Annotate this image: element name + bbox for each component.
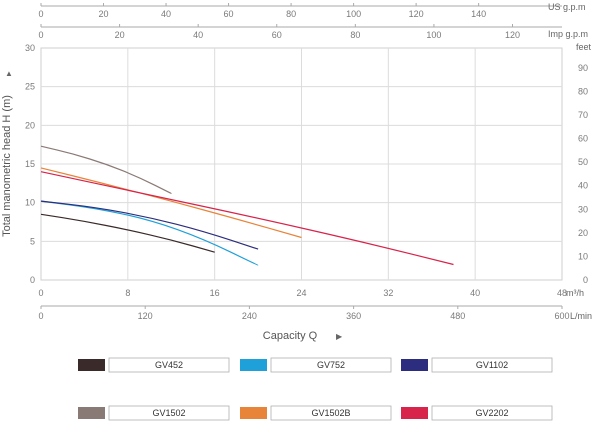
feet-unit-label: feet	[576, 42, 592, 52]
feet-tick-label: 20	[578, 228, 588, 238]
us-gpm-tick-label: 40	[161, 9, 171, 19]
feet-tick-label: 40	[578, 181, 588, 191]
legend-label-gv752: GV752	[317, 360, 345, 370]
right-axis: 0 10 20 30 40 50 60 70 80 90 feet	[576, 42, 592, 285]
legend-box-gv1502b	[270, 405, 392, 421]
y-tick-label: 30	[25, 43, 35, 53]
series-line-gv1102	[40, 200, 259, 250]
series-layer	[40, 145, 454, 266]
legend-box-gv452	[108, 357, 230, 373]
lmin-tick-label: 0	[38, 311, 43, 321]
legend-label-gv1502b: GV1502B	[311, 408, 350, 418]
x-tick-label: 0	[38, 288, 43, 298]
legend-label-gv1502: GV1502	[152, 408, 185, 418]
x-tick-label: 48	[557, 288, 567, 298]
lmin-tick-label: 600	[554, 311, 569, 321]
legend-box-gv1502	[108, 405, 230, 421]
imp-gpm-tick-label: 100	[426, 30, 441, 40]
feet-tick-label: 70	[578, 110, 588, 120]
feet-tick-label: 50	[578, 157, 588, 167]
legend-box-gv752	[270, 357, 392, 373]
lmin-tick-label: 480	[450, 311, 465, 321]
y-axis-arrow: ▲	[5, 69, 13, 78]
x-tick-label: 24	[296, 288, 306, 298]
feet-tick-label: 30	[578, 204, 588, 214]
legend-swatch-gv452	[78, 359, 105, 371]
y-tick-label: 5	[30, 236, 35, 246]
x-tick-label: 8	[125, 288, 130, 298]
top-axes: 0 20 40 60 80 100 120 140 US g.p.m 0 20 40 60 80 100 12…	[38, 2, 588, 40]
feet-tick-label: 90	[578, 63, 588, 73]
legend-swatch-gv1502b	[240, 407, 267, 419]
feet-tick-label: 80	[578, 86, 588, 96]
lmin-tick-label: 240	[242, 311, 257, 321]
series-line-gv1502	[40, 145, 172, 195]
legend-swatch-gv1102	[401, 359, 428, 371]
feet-tick-label: 60	[578, 134, 588, 144]
us-gpm-unit-label: US g.p.m	[548, 2, 586, 12]
imp-gpm-unit-label: Imp g.p.m	[548, 29, 588, 39]
series-line-gv2202	[40, 171, 454, 266]
series-line-gv1502b	[40, 167, 302, 239]
x-axis-arrow: ▶	[336, 332, 343, 341]
imp-gpm-tick-label: 60	[272, 30, 282, 40]
y-tick-label: 15	[25, 159, 35, 169]
feet-tick-label: 0	[583, 275, 588, 285]
x-tick-label: 16	[210, 288, 220, 298]
imp-gpm-tick-label: 20	[115, 30, 125, 40]
feet-tick-label: 10	[578, 251, 588, 261]
legend-swatch-gv2202	[401, 407, 428, 419]
y-axis-title: Total manometric head H (m)	[1, 95, 13, 237]
lmin-unit-label: L/min	[570, 311, 592, 321]
us-gpm-tick-label: 20	[99, 9, 109, 19]
legend-swatch-gv1502	[78, 407, 105, 419]
us-gpm-tick-label: 100	[346, 9, 361, 19]
y-tick-label: 0	[30, 275, 35, 285]
grid	[40, 47, 563, 281]
y-tick-label: 10	[25, 198, 35, 208]
imp-gpm-tick-label: 40	[193, 30, 203, 40]
lmin-tick-label: 360	[346, 311, 361, 321]
legend-label-gv2202: GV2202	[475, 408, 508, 418]
legend-swatch-gv752	[240, 359, 267, 371]
legend-label-gv452: GV452	[155, 360, 183, 370]
us-gpm-tick-label: 140	[471, 9, 486, 19]
lmin-tick-label: 120	[138, 311, 153, 321]
y-tick-label: 20	[25, 120, 35, 130]
imp-gpm-tick-label: 120	[505, 30, 520, 40]
us-gpm-tick-label: 80	[286, 9, 296, 19]
legend-box-gv2202	[431, 405, 553, 421]
legend-label-gv1102: GV1102	[476, 360, 508, 370]
y-tick-label: 25	[25, 82, 35, 92]
x-tick-label: 40	[470, 288, 480, 298]
x-unit-label: m³/h	[566, 288, 584, 298]
x-axis-title: Capacity Q	[263, 330, 318, 342]
legend: GV452 GV752 GV1102 GV1502 GV1502B GV2202	[78, 357, 553, 421]
us-gpm-tick-label: 60	[224, 9, 234, 19]
series-line-gv452	[40, 213, 215, 253]
imp-gpm-tick-label: 0	[38, 30, 43, 40]
us-gpm-tick-label: 120	[409, 9, 424, 19]
us-gpm-tick-label: 0	[38, 9, 43, 19]
left-axis: 0 5 10 15 20 25 30	[25, 43, 35, 285]
imp-gpm-tick-label: 80	[350, 30, 360, 40]
legend-box-gv1102	[431, 357, 553, 373]
x-tick-label: 32	[383, 288, 393, 298]
